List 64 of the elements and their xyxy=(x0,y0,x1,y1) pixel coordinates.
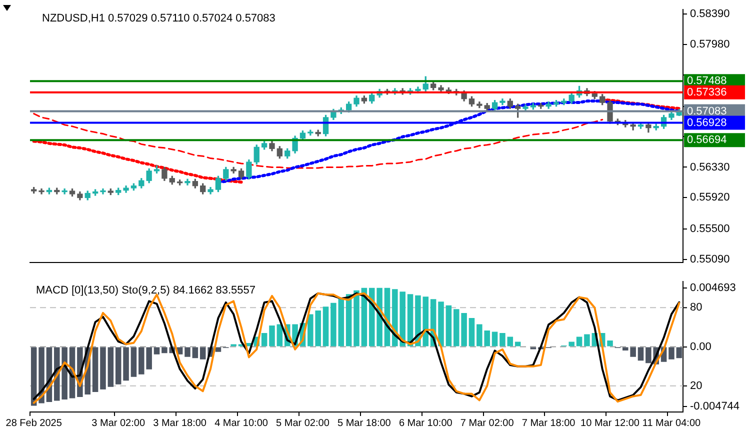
bar xyxy=(668,347,674,360)
candlestick xyxy=(38,188,44,194)
bar xyxy=(192,347,198,358)
x-tick-label: 5 Mar 18:00 xyxy=(337,418,392,429)
y-tick-label: 0.00 xyxy=(690,340,712,353)
candlestick xyxy=(62,188,68,194)
ref-line-label: 0.57488 xyxy=(687,75,727,88)
bar xyxy=(269,325,275,346)
bar xyxy=(184,347,190,357)
x-tick-label: 3 Mar 18:00 xyxy=(153,418,207,429)
bar xyxy=(215,347,222,352)
bar xyxy=(446,305,452,346)
x-tick-label: 28 Feb 2025 xyxy=(6,418,62,429)
x-tick-label: 10 Mar 12:00 xyxy=(580,418,640,429)
chart-title: MACD [0](13,50) Sto(9,2,5) 84.1662 83.5557 xyxy=(36,284,256,297)
bar xyxy=(584,334,590,346)
y-tick-label: 0.004693 xyxy=(690,282,736,294)
bar xyxy=(514,342,521,346)
bar xyxy=(322,306,329,346)
y-tick-label: -0.004744 xyxy=(690,400,740,412)
bar xyxy=(468,318,475,346)
bar xyxy=(415,295,421,346)
bar xyxy=(338,298,344,346)
y-tick-label: 0.55920 xyxy=(690,192,730,204)
x-tick-label: 4 Mar 10:00 xyxy=(214,418,268,429)
bar xyxy=(607,340,613,346)
x-tick-label: 11 Mar 04:00 xyxy=(642,418,702,429)
ref-line-label: 0.57083 xyxy=(687,105,727,118)
bar xyxy=(354,290,360,346)
y-tick-label: 0.55500 xyxy=(690,222,730,235)
bar xyxy=(576,336,582,346)
bar xyxy=(100,347,106,390)
x-tick-label: 7 Mar 18:00 xyxy=(522,418,576,429)
bar xyxy=(130,347,137,377)
x-tick-label: 6 Mar 10:00 xyxy=(398,418,453,429)
ref-line-label: 0.56694 xyxy=(687,134,727,146)
bar xyxy=(200,347,206,360)
candlestick xyxy=(100,188,106,194)
bar xyxy=(108,347,114,387)
y-tick-label: 0.57980 xyxy=(690,38,730,51)
bar xyxy=(123,347,129,381)
bar xyxy=(500,333,506,346)
bar xyxy=(438,302,444,346)
x-tick-label: 3 Mar 02:00 xyxy=(92,418,146,429)
y-tick-label: 0.55090 xyxy=(690,253,730,266)
bar xyxy=(92,347,98,392)
bar xyxy=(154,347,160,354)
x-tick-label: 7 Mar 02:00 xyxy=(460,418,514,429)
y-tick-label: 0.58390 xyxy=(690,8,730,20)
bar xyxy=(492,332,498,346)
bar xyxy=(115,347,122,384)
bar xyxy=(507,336,514,346)
bar xyxy=(638,347,644,361)
y-tick-label: 0.56330 xyxy=(690,161,730,174)
x-tick-label: 5 Mar 02:00 xyxy=(276,418,330,429)
ref-line-label: 0.56928 xyxy=(687,116,727,129)
ref-line-label: 0.57336 xyxy=(687,86,727,98)
bar xyxy=(676,347,682,358)
y2-tick-label: 80 xyxy=(690,302,702,314)
bar xyxy=(330,302,336,346)
bar xyxy=(261,333,268,346)
chart-title: NZDUSD,H1 0.57029 0.57110 0.57024 0.57083 xyxy=(42,12,276,25)
y2-tick-label: 20 xyxy=(690,380,702,392)
bar xyxy=(276,324,283,346)
